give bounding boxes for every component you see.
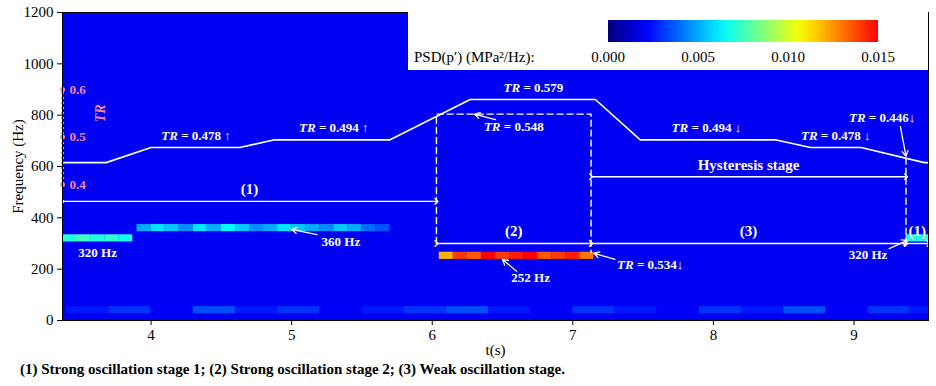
svg-text:360 Hz: 360 Hz: [322, 234, 361, 249]
svg-text:320 Hz: 320 Hz: [78, 245, 117, 260]
svg-text:TR = 0.446↓: TR = 0.446↓: [849, 110, 915, 125]
svg-text:0.015: 0.015: [861, 49, 895, 65]
svg-text:320 Hz: 320 Hz: [849, 247, 888, 262]
svg-text:TR = 0.478 ↑: TR = 0.478 ↑: [161, 128, 231, 143]
svg-text:0.010: 0.010: [771, 49, 805, 65]
svg-text:600: 600: [31, 158, 54, 174]
svg-text:800: 800: [31, 107, 54, 123]
svg-text:(1): (1): [909, 223, 927, 240]
svg-text:TR = 0.548: TR = 0.548: [484, 119, 544, 134]
svg-text:(1): (1): [241, 181, 259, 198]
svg-text:1000: 1000: [24, 56, 54, 72]
svg-text:9: 9: [850, 327, 858, 343]
svg-text:TR = 0.494 ↑: TR = 0.494 ↑: [299, 120, 369, 135]
svg-text:PSD(p′) (MPa²/Hz):: PSD(p′) (MPa²/Hz):: [414, 49, 535, 66]
html-text:(1) Strong oscillation stage 1: (1) Strong oscillation stage 1; (2) Stro…: [20, 361, 565, 377]
svg-text:0: 0: [46, 312, 54, 328]
svg-text:TR = 0.494 ↓: TR = 0.494 ↓: [672, 120, 742, 135]
svg-text:0.005: 0.005: [681, 49, 715, 65]
svg-text:1200: 1200: [24, 4, 54, 20]
svg-text:200: 200: [31, 261, 54, 277]
svg-text:0.5: 0.5: [70, 129, 87, 144]
svg-text:(2): (2): [505, 223, 523, 240]
svg-text:TR: TR: [93, 104, 108, 122]
svg-text:Hysteresis stage: Hysteresis stage: [698, 157, 800, 173]
svg-text:TR = 0.579: TR = 0.579: [504, 80, 564, 95]
svg-text:Frequency (Hz): Frequency (Hz): [10, 119, 27, 214]
svg-text:8: 8: [710, 327, 718, 343]
svg-text:7: 7: [569, 327, 577, 343]
svg-text:0.000: 0.000: [591, 49, 625, 65]
svg-text:TR = 0.478 ↓: TR = 0.478 ↓: [801, 128, 871, 143]
svg-text:5: 5: [288, 327, 296, 343]
svg-text:t(s): t(s): [486, 342, 506, 359]
svg-text:(3): (3): [740, 223, 758, 240]
svg-text:TR = 0.534↓: TR = 0.534↓: [617, 257, 683, 272]
svg-text:400: 400: [31, 210, 54, 226]
svg-text:4: 4: [147, 327, 155, 343]
svg-text:6: 6: [428, 327, 436, 343]
svg-text:0.4: 0.4: [70, 177, 87, 192]
svg-text:252 Hz: 252 Hz: [511, 270, 550, 285]
svg-text:0.6: 0.6: [70, 82, 87, 97]
